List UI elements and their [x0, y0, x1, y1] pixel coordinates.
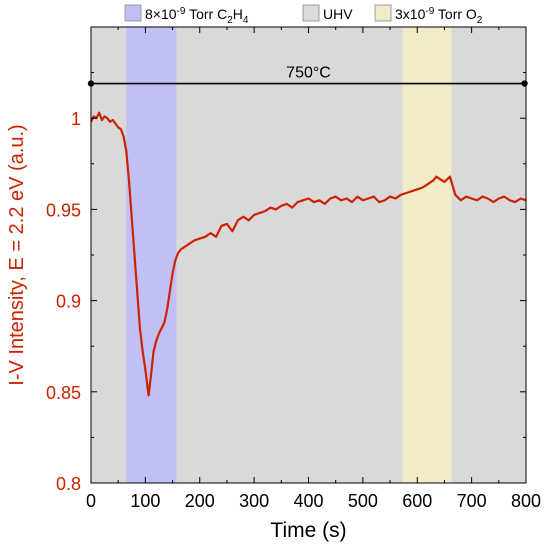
x-tick-label: 700 — [457, 491, 487, 511]
legend-text: 8×10 — [145, 6, 177, 22]
legend-label-1: UHV — [323, 6, 353, 22]
annotation-end-dot — [521, 80, 528, 87]
region-band-1 — [402, 27, 452, 483]
legend-subscript: 2 — [227, 15, 233, 26]
series-line-0 — [90, 111, 527, 397]
legend-text: H — [233, 6, 243, 22]
legend-label-2: 3x10-9 Torr O2 — [395, 6, 483, 26]
x-axis: 0 100 200 300 400 500 600 700 800 — [86, 27, 541, 511]
legend-superscript: -9 — [425, 6, 434, 17]
y-tick-label: 0.85 — [46, 383, 81, 403]
x-tick-label: 100 — [130, 491, 160, 511]
y-tick-label: 0.9 — [56, 292, 81, 312]
legend-swatch-0 — [124, 4, 142, 22]
x-tick-label: 600 — [402, 491, 432, 511]
legend: 8×10-9 Torr C2H4 UHV 3x10-9 Torr O2 — [124, 4, 483, 26]
legend-text: UHV — [323, 6, 353, 22]
x-tick-label: 800 — [511, 491, 541, 511]
legend-label-0: 8×10-9 Torr C2H4 — [145, 6, 249, 26]
y-tick-label: 1 — [71, 109, 81, 129]
legend-subscript: 4 — [243, 15, 249, 26]
legend-text: Torr C — [185, 6, 227, 22]
legend-subscript: 2 — [477, 15, 483, 26]
legend-swatch-2 — [374, 4, 392, 22]
x-axis-label: Time (s) — [270, 519, 346, 542]
regions-layer — [126, 27, 452, 483]
y-tick-label: 0.8 — [56, 474, 81, 494]
legend-swatch-1 — [302, 4, 320, 22]
legend-superscript: -9 — [177, 6, 186, 17]
legend-text: 3x10 — [395, 6, 426, 22]
x-tick-label: 500 — [348, 491, 378, 511]
y-axis-label: I-V Intensity, E = 2.2 eV (a.u.) — [6, 124, 28, 385]
y-tick-label: 0.95 — [46, 200, 81, 220]
legend-text: Torr O — [434, 6, 477, 22]
y-axis: 0.8 0.85 0.9 0.95 1 — [46, 72, 526, 494]
x-tick-label: 300 — [239, 491, 269, 511]
x-tick-label: 400 — [293, 491, 323, 511]
series-layer — [90, 111, 527, 397]
x-tick-label: 0 — [86, 491, 96, 511]
annotation-label: 750°C — [286, 65, 331, 82]
x-tick-label: 200 — [185, 491, 215, 511]
